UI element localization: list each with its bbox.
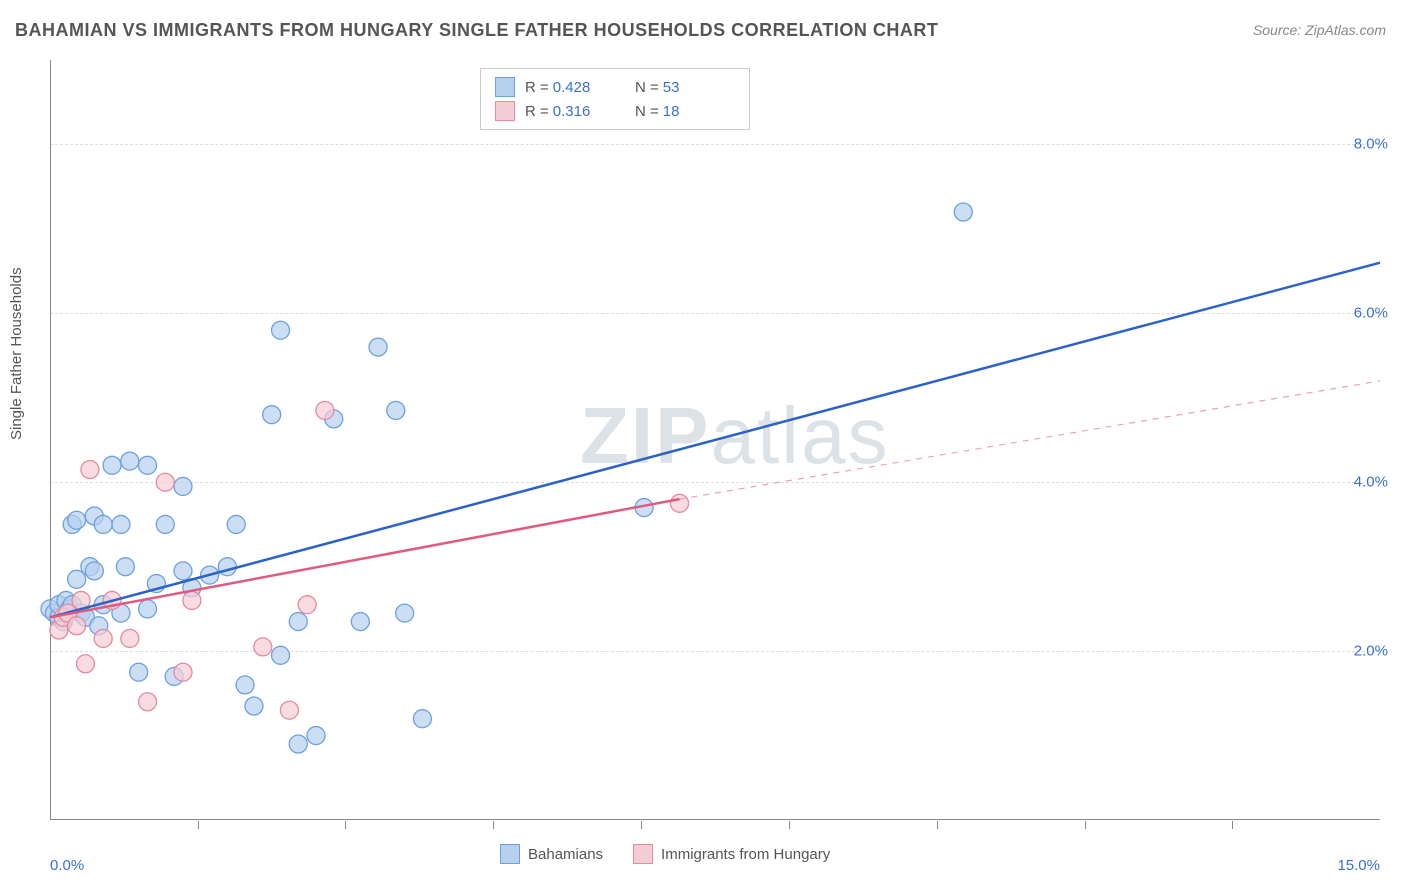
scatter-point: [121, 629, 139, 647]
scatter-point: [174, 663, 192, 681]
r-value: 0.428: [553, 79, 591, 96]
x-tick-mark: [937, 821, 938, 829]
scatter-point: [174, 477, 192, 495]
scatter-point: [139, 600, 157, 618]
y-tick-label: 4.0%: [1354, 474, 1388, 491]
scatter-point: [272, 321, 290, 339]
source-label: Source: ZipAtlas.com: [1253, 22, 1386, 38]
scatter-point: [174, 562, 192, 580]
y-tick-label: 2.0%: [1354, 643, 1388, 660]
legend-label: Bahamians: [528, 846, 603, 863]
trend-line-dashed: [680, 381, 1380, 499]
x-tick-label-max: 15.0%: [1337, 857, 1380, 874]
scatter-point: [254, 638, 272, 656]
y-tick-label: 6.0%: [1354, 305, 1388, 322]
scatter-point: [280, 701, 298, 719]
scatter-point: [81, 461, 99, 479]
scatter-point: [413, 710, 431, 728]
chart-title: BAHAMIAN VS IMMIGRANTS FROM HUNGARY SING…: [15, 20, 938, 41]
x-tick-mark: [789, 821, 790, 829]
scatter-point: [183, 591, 201, 609]
x-tick-mark: [198, 821, 199, 829]
scatter-point: [112, 515, 130, 533]
scatter-point: [289, 613, 307, 631]
scatter-point: [387, 401, 405, 419]
swatch-hungary: [633, 844, 653, 864]
r-label: R =: [525, 103, 549, 120]
stats-legend: R = 0.428 N = 53 R = 0.316 N = 18: [480, 68, 750, 130]
scatter-point: [272, 646, 290, 664]
swatch-bahamians: [495, 77, 515, 97]
x-tick-mark: [1085, 821, 1086, 829]
x-tick-mark: [345, 821, 346, 829]
legend-item-hungary: Immigrants from Hungary: [633, 844, 830, 864]
scatter-point: [94, 515, 112, 533]
x-tick-label-min: 0.0%: [50, 857, 84, 874]
r-label: R =: [525, 79, 549, 96]
x-tick-mark: [493, 821, 494, 829]
trend-line: [50, 263, 1380, 618]
trend-line: [50, 499, 680, 617]
scatter-point: [245, 697, 263, 715]
scatter-point: [139, 693, 157, 711]
scatter-point: [68, 511, 86, 529]
correlation-chart: BAHAMIAN VS IMMIGRANTS FROM HUNGARY SING…: [0, 0, 1406, 892]
scatter-point: [263, 406, 281, 424]
scatter-point: [139, 456, 157, 474]
scatter-point: [227, 515, 245, 533]
scatter-point: [103, 456, 121, 474]
scatter-point: [116, 558, 134, 576]
r-value: 0.316: [553, 103, 591, 120]
scatter-point: [121, 452, 139, 470]
stats-row-1: R = 0.428 N = 53: [495, 75, 735, 99]
scatter-point: [671, 494, 689, 512]
scatter-point: [298, 596, 316, 614]
legend-label: Immigrants from Hungary: [661, 846, 830, 863]
scatter-point: [954, 203, 972, 221]
n-value: 18: [663, 103, 680, 120]
scatter-point: [369, 338, 387, 356]
scatter-point: [94, 629, 112, 647]
y-tick-label: 8.0%: [1354, 136, 1388, 153]
scatter-point: [76, 655, 94, 673]
n-label: N =: [635, 79, 659, 96]
scatter-point: [351, 613, 369, 631]
scatter-point: [396, 604, 414, 622]
scatter-point: [236, 676, 254, 694]
y-axis-label: Single Father Households: [8, 267, 25, 440]
scatter-point: [307, 727, 325, 745]
scatter-point: [156, 473, 174, 491]
plot-svg: [50, 60, 1380, 820]
x-tick-mark: [1232, 821, 1233, 829]
series-legend: Bahamians Immigrants from Hungary: [500, 844, 830, 864]
scatter-point: [156, 515, 174, 533]
x-tick-mark: [641, 821, 642, 829]
scatter-point: [316, 401, 334, 419]
legend-item-bahamians: Bahamians: [500, 844, 603, 864]
scatter-point: [68, 617, 86, 635]
n-value: 53: [663, 79, 680, 96]
swatch-hungary: [495, 101, 515, 121]
scatter-point: [130, 663, 148, 681]
n-label: N =: [635, 103, 659, 120]
swatch-bahamians: [500, 844, 520, 864]
scatter-point: [289, 735, 307, 753]
stats-row-2: R = 0.316 N = 18: [495, 99, 735, 123]
scatter-point: [85, 562, 103, 580]
